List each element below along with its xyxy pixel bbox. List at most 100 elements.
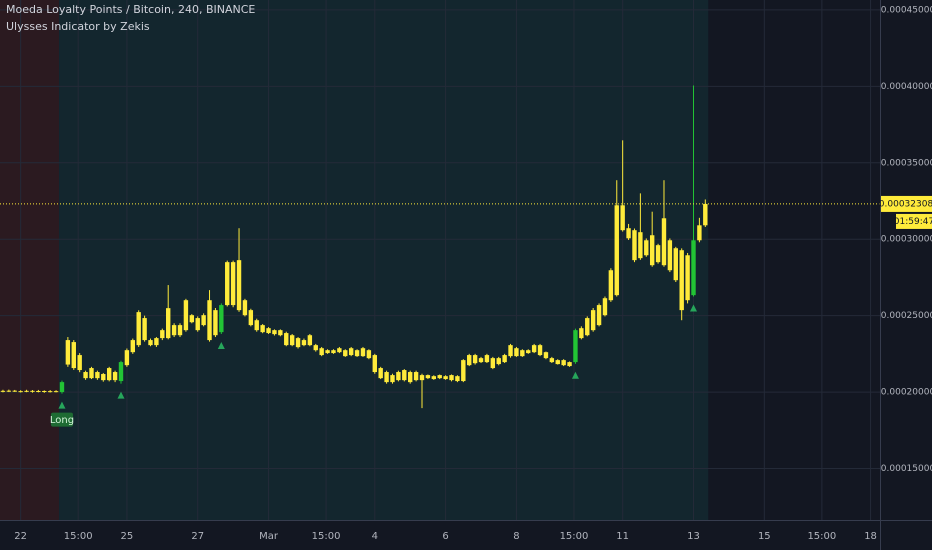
candle-body xyxy=(467,355,472,366)
candle-body xyxy=(166,308,171,339)
candle-body xyxy=(272,330,277,335)
candle-body xyxy=(667,240,673,271)
candle-body xyxy=(602,298,608,316)
last-price-box xyxy=(881,195,932,212)
candle-body xyxy=(531,345,537,353)
signal-arrow xyxy=(117,391,125,399)
candle-body xyxy=(154,338,159,346)
candle-body xyxy=(378,368,383,379)
candle-body xyxy=(24,390,29,392)
candle-body xyxy=(567,362,572,367)
candle-body xyxy=(106,368,112,381)
candle-body xyxy=(124,350,130,366)
candle-body xyxy=(260,325,265,333)
candle-body xyxy=(189,315,195,323)
candle-body xyxy=(537,345,543,356)
candle-body xyxy=(65,340,71,365)
candle-body xyxy=(331,350,336,354)
x-tick-label: 15:00 xyxy=(64,531,93,542)
candle-body xyxy=(319,348,324,356)
candle-body xyxy=(6,390,12,392)
candle-body xyxy=(213,310,218,336)
candle-body xyxy=(201,315,206,326)
signal-arrow xyxy=(571,371,579,379)
x-tick-label: 8 xyxy=(513,531,519,542)
candle-body xyxy=(407,372,413,383)
x-tick-label: 11 xyxy=(616,531,629,542)
candle-body xyxy=(632,230,637,261)
candle-body xyxy=(573,330,578,363)
candle-body xyxy=(136,312,141,346)
chart-title: Moeda Loyalty Points / Bitcoin, 240, BIN… xyxy=(6,3,255,16)
candle-body xyxy=(555,360,560,365)
candle-body xyxy=(590,310,596,331)
countdown-label: 01:59:47 xyxy=(894,217,932,227)
candle-body xyxy=(248,310,254,326)
zones xyxy=(0,0,709,520)
candle-body xyxy=(543,352,549,359)
candle-body xyxy=(71,342,76,369)
candle-body xyxy=(437,375,442,379)
candle-body xyxy=(225,262,230,306)
x-tick-label: 18 xyxy=(864,531,877,542)
candle-body xyxy=(77,355,82,371)
candle-body xyxy=(455,376,460,382)
candle-body xyxy=(118,362,124,382)
candle-body xyxy=(608,270,614,301)
y-tick-label: 0.00015000 xyxy=(881,464,932,474)
x-tick-label: 15 xyxy=(758,531,771,542)
candle-body xyxy=(673,248,678,281)
candle-body xyxy=(579,328,584,339)
candle-body xyxy=(295,338,301,348)
signal-arrow xyxy=(689,304,697,312)
candle-body xyxy=(30,390,35,392)
candle-body xyxy=(443,376,448,380)
candle-body xyxy=(354,350,360,357)
candle-body xyxy=(691,240,696,296)
candle-body xyxy=(402,370,407,381)
y-tick-label: 0.00035000 xyxy=(881,158,932,168)
candle-body xyxy=(254,320,259,331)
candle-body xyxy=(183,300,189,331)
candle-body xyxy=(425,375,431,379)
candle-body xyxy=(53,391,59,393)
candle-body xyxy=(644,240,649,256)
candle-body xyxy=(59,382,65,393)
candle-body xyxy=(219,305,224,333)
candle-body xyxy=(472,355,478,364)
candle-body xyxy=(561,360,566,366)
candle-body xyxy=(638,232,643,259)
candle-body xyxy=(207,300,212,341)
y-tick-label: 0.00040000 xyxy=(881,82,932,92)
x-tick-label: 13 xyxy=(687,531,700,542)
candle-body xyxy=(413,372,419,381)
candle-body xyxy=(697,225,702,241)
candle-body xyxy=(42,390,47,392)
signal-label-box xyxy=(50,412,73,427)
candle-body xyxy=(484,355,490,363)
candle-body xyxy=(431,376,437,380)
labels: 0.00045000 0.00040000 0.00035000 0.00030000… xyxy=(14,5,932,542)
candle-body xyxy=(142,318,147,341)
candle-body xyxy=(384,372,389,383)
candle-body xyxy=(284,333,289,346)
candle-body xyxy=(289,335,295,346)
candle-body xyxy=(313,345,318,351)
candle-body xyxy=(366,350,372,359)
x-tick-label: 15:00 xyxy=(560,531,589,542)
x-tick-label: 15:00 xyxy=(807,531,836,542)
candle-body xyxy=(685,255,690,301)
candle-body xyxy=(585,318,590,336)
y-tick-label: 0.00030000 xyxy=(881,235,932,245)
marks: Long xyxy=(0,85,880,427)
x-tick-label: 25 xyxy=(121,531,134,542)
x-tick-label: Mar xyxy=(259,531,279,542)
candle-body xyxy=(461,360,466,382)
candle-body xyxy=(36,390,41,392)
indicator-name: Ulysses Indicator by Zekis xyxy=(6,20,150,33)
candle-body xyxy=(449,375,454,381)
candle-body xyxy=(337,348,342,353)
candle-body xyxy=(549,358,555,363)
